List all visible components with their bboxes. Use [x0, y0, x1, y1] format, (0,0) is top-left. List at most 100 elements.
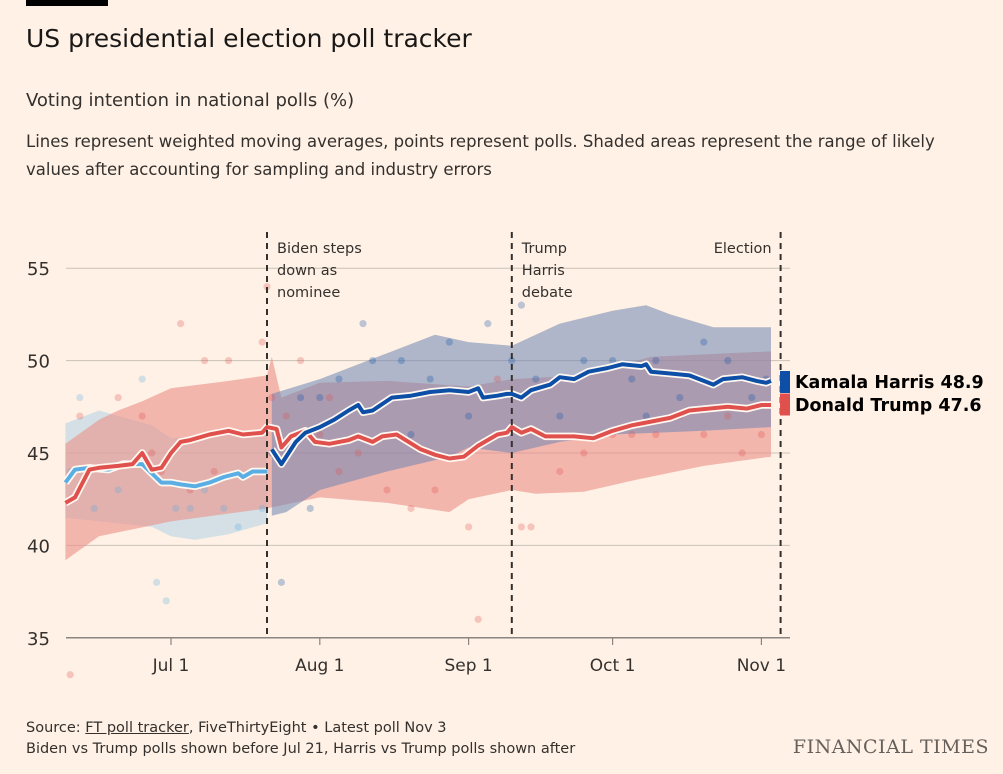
harris-average-line [270, 362, 772, 467]
event-annotation-text: Harris [522, 263, 565, 279]
harris-poll-point [397, 357, 405, 365]
harris-poll-point [297, 393, 305, 402]
financial-times-logo: FINANCIAL TIMES [792, 736, 989, 758]
biden-poll-point [220, 504, 228, 513]
event-annotation-text: nominee [277, 285, 340, 301]
harris-poll-point [642, 412, 650, 420]
harris-poll-point [532, 375, 540, 383]
x-tick-label: Aug 1 [295, 656, 344, 676]
trump-poll-point [335, 467, 343, 476]
confidence-bands [65, 305, 771, 561]
event-annotation-text: down as [277, 263, 337, 279]
trump-poll-point [474, 615, 482, 623]
trump-poll-point [517, 523, 526, 531]
trump-poll-point [628, 430, 636, 439]
biden-poll-point [90, 504, 98, 513]
harris-poll-point [652, 357, 660, 365]
trump-poll-point [282, 412, 290, 420]
biden-poll-point [186, 504, 194, 513]
biden-poll-point [114, 486, 122, 494]
harris-poll-point [277, 578, 285, 586]
harris-poll-point [445, 338, 453, 346]
biden-poll-point [234, 523, 242, 531]
trump-poll-point [76, 412, 84, 420]
source-line: Source: FT poll tracker, FiveThirtyEight… [26, 720, 447, 736]
trump-poll-point [652, 430, 660, 439]
harris-poll-point [609, 357, 617, 365]
harris-poll-point [306, 504, 314, 513]
x-tick-label: Jul 1 [152, 656, 190, 676]
trump-poll-point [407, 504, 415, 513]
y-tick-label: 35 [27, 629, 50, 650]
harris-poll-point [580, 357, 588, 365]
biden-poll-point [76, 393, 84, 402]
x-tick-label: Nov 1 [737, 656, 786, 676]
trump-poll-point [527, 523, 535, 531]
event-annotation-text: Election [714, 241, 772, 257]
harris-poll-point [556, 412, 564, 420]
axes: 55 50 45 40 35 Jul 1 Aug 1 Sep 1 Oct 1 Nov 1 [27, 259, 786, 676]
trump-poll-point [580, 449, 588, 457]
trump-poll-point [493, 375, 501, 383]
biden-poll-point [258, 504, 266, 513]
trump-poll-point [354, 449, 362, 457]
harris-poll-point [465, 412, 473, 420]
harris-poll-point [748, 393, 756, 402]
page-title: US presidential election poll tracker [26, 24, 472, 53]
trump-poll-point [268, 393, 276, 402]
biden-poll-point [138, 375, 146, 383]
trump-poll-point [297, 357, 305, 365]
harris-poll-point [628, 375, 636, 383]
event-annotation-text: debate [522, 285, 573, 301]
event-annotation-text: Biden steps [277, 241, 362, 257]
harris-poll-point [359, 320, 367, 328]
trump-poll-point [225, 357, 233, 365]
y-tick-label: 55 [27, 259, 50, 280]
trump-poll-point [316, 430, 324, 439]
chart-description: Lines represent weighted moving averages… [26, 132, 935, 179]
biden-poll-point [153, 578, 161, 586]
x-tick-label: Oct 1 [590, 656, 636, 676]
y-tick-label: 45 [27, 444, 50, 465]
harris-poll-point [369, 357, 377, 365]
trump-poll-point [700, 430, 708, 439]
harris-poll-point [517, 301, 526, 309]
harris-poll-point [700, 338, 708, 346]
harris-poll-point [407, 430, 415, 439]
trump-poll-point [148, 449, 156, 457]
source-rest: , FiveThirtyEight • Latest poll Nov 3 [188, 720, 447, 736]
trump-poll-point [738, 449, 746, 457]
harris-poll-point [724, 357, 732, 365]
trump-poll-point [383, 486, 391, 494]
trump-poll-point [210, 467, 218, 476]
trump-poll-point [757, 430, 766, 439]
harris-poll-point [316, 393, 324, 402]
ft-poll-tracker-link[interactable]: FT poll tracker [85, 720, 189, 736]
biden-poll-point [172, 504, 180, 513]
harris-poll-point [484, 320, 492, 328]
average-lines [62, 360, 773, 507]
biden-poll-point [162, 597, 170, 605]
trump-poll-point [258, 338, 266, 346]
trump-poll-point [325, 393, 333, 402]
trump-poll-point [138, 412, 146, 420]
trump-poll-point [177, 320, 185, 328]
legend-swatch-harris [780, 371, 790, 393]
trump-poll-point [66, 671, 74, 679]
trump-poll-point [114, 393, 122, 402]
trump-average-line [64, 403, 771, 505]
footnote: Biden vs Trump polls shown before Jul 21… [26, 741, 576, 757]
trump-poll-point [263, 283, 271, 291]
brand-top-bar [26, 0, 108, 6]
legend-swatch-trump [780, 393, 790, 416]
harris-poll-point [335, 375, 343, 383]
harris-poll-point [426, 375, 434, 383]
event-annotation-text: Trump [521, 241, 567, 257]
trump-poll-point [556, 467, 564, 476]
legend-label-trump: Donald Trump 47.6 [795, 396, 982, 416]
legend-label-harris: Kamala Harris 48.9 [795, 373, 984, 393]
trump-poll-point [465, 523, 473, 531]
harris-poll-point [676, 393, 684, 402]
harris-range-band [271, 305, 771, 516]
